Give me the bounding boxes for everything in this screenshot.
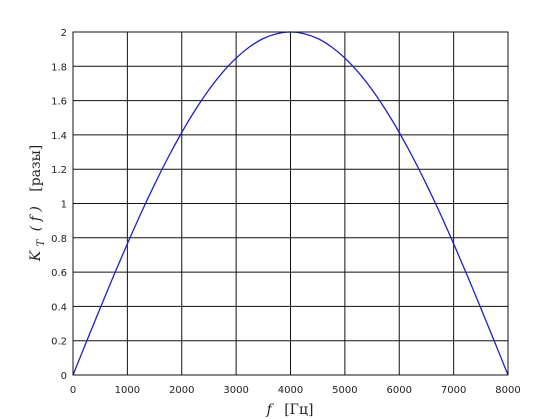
x-tick-label: 6000 [387, 385, 412, 396]
x-tick-label: 0 [70, 385, 76, 396]
y-tick-label: 1.6 [51, 97, 67, 108]
y-tick-label: 2 [61, 28, 67, 39]
x-tick-label: 3000 [223, 385, 248, 396]
y-tick-label: 1.2 [51, 165, 67, 176]
y-tick-label: 0.4 [51, 302, 67, 313]
x-tick-labels: 0 1000 2000 3000 4000 5000 6000 7000 8000 [70, 385, 521, 396]
x-tick-label: 4000 [278, 385, 303, 396]
grid [72, 31, 509, 376]
x-tick-label: 8000 [495, 385, 520, 396]
x-tick-label: 5000 [332, 385, 357, 396]
y-axis-subscript: T [36, 238, 47, 246]
y-tick-label: 0.8 [51, 234, 67, 245]
x-axis-label: f [Гц] [266, 402, 314, 418]
y-tick-label: 1.8 [51, 62, 67, 73]
x-axis-variable: f [266, 402, 275, 418]
x-tick-label: 7000 [441, 385, 466, 396]
x-tick-label: 2000 [169, 385, 194, 396]
y-tick-label: 0.2 [51, 337, 67, 348]
y-axis-unit: [разы] [28, 145, 44, 192]
x-tick-label: 1000 [115, 385, 140, 396]
y-axis-argument: ( f ) [28, 206, 44, 231]
y-tick-labels: 0 0.2 0.4 0.6 0.8 1 1.2 1.4 1.6 1.8 2 [51, 28, 67, 382]
x-axis-unit: [Гц] [284, 402, 313, 418]
y-tick-label: 0.6 [51, 268, 67, 279]
y-axis-variable: K [28, 249, 44, 262]
y-tick-label: 1.4 [51, 131, 67, 142]
y-tick-label: 1 [61, 200, 67, 211]
y-axis-label: K T ( f ) [разы] [28, 145, 48, 263]
plot-frame [72, 31, 509, 376]
y-tick-label: 0 [61, 371, 67, 382]
